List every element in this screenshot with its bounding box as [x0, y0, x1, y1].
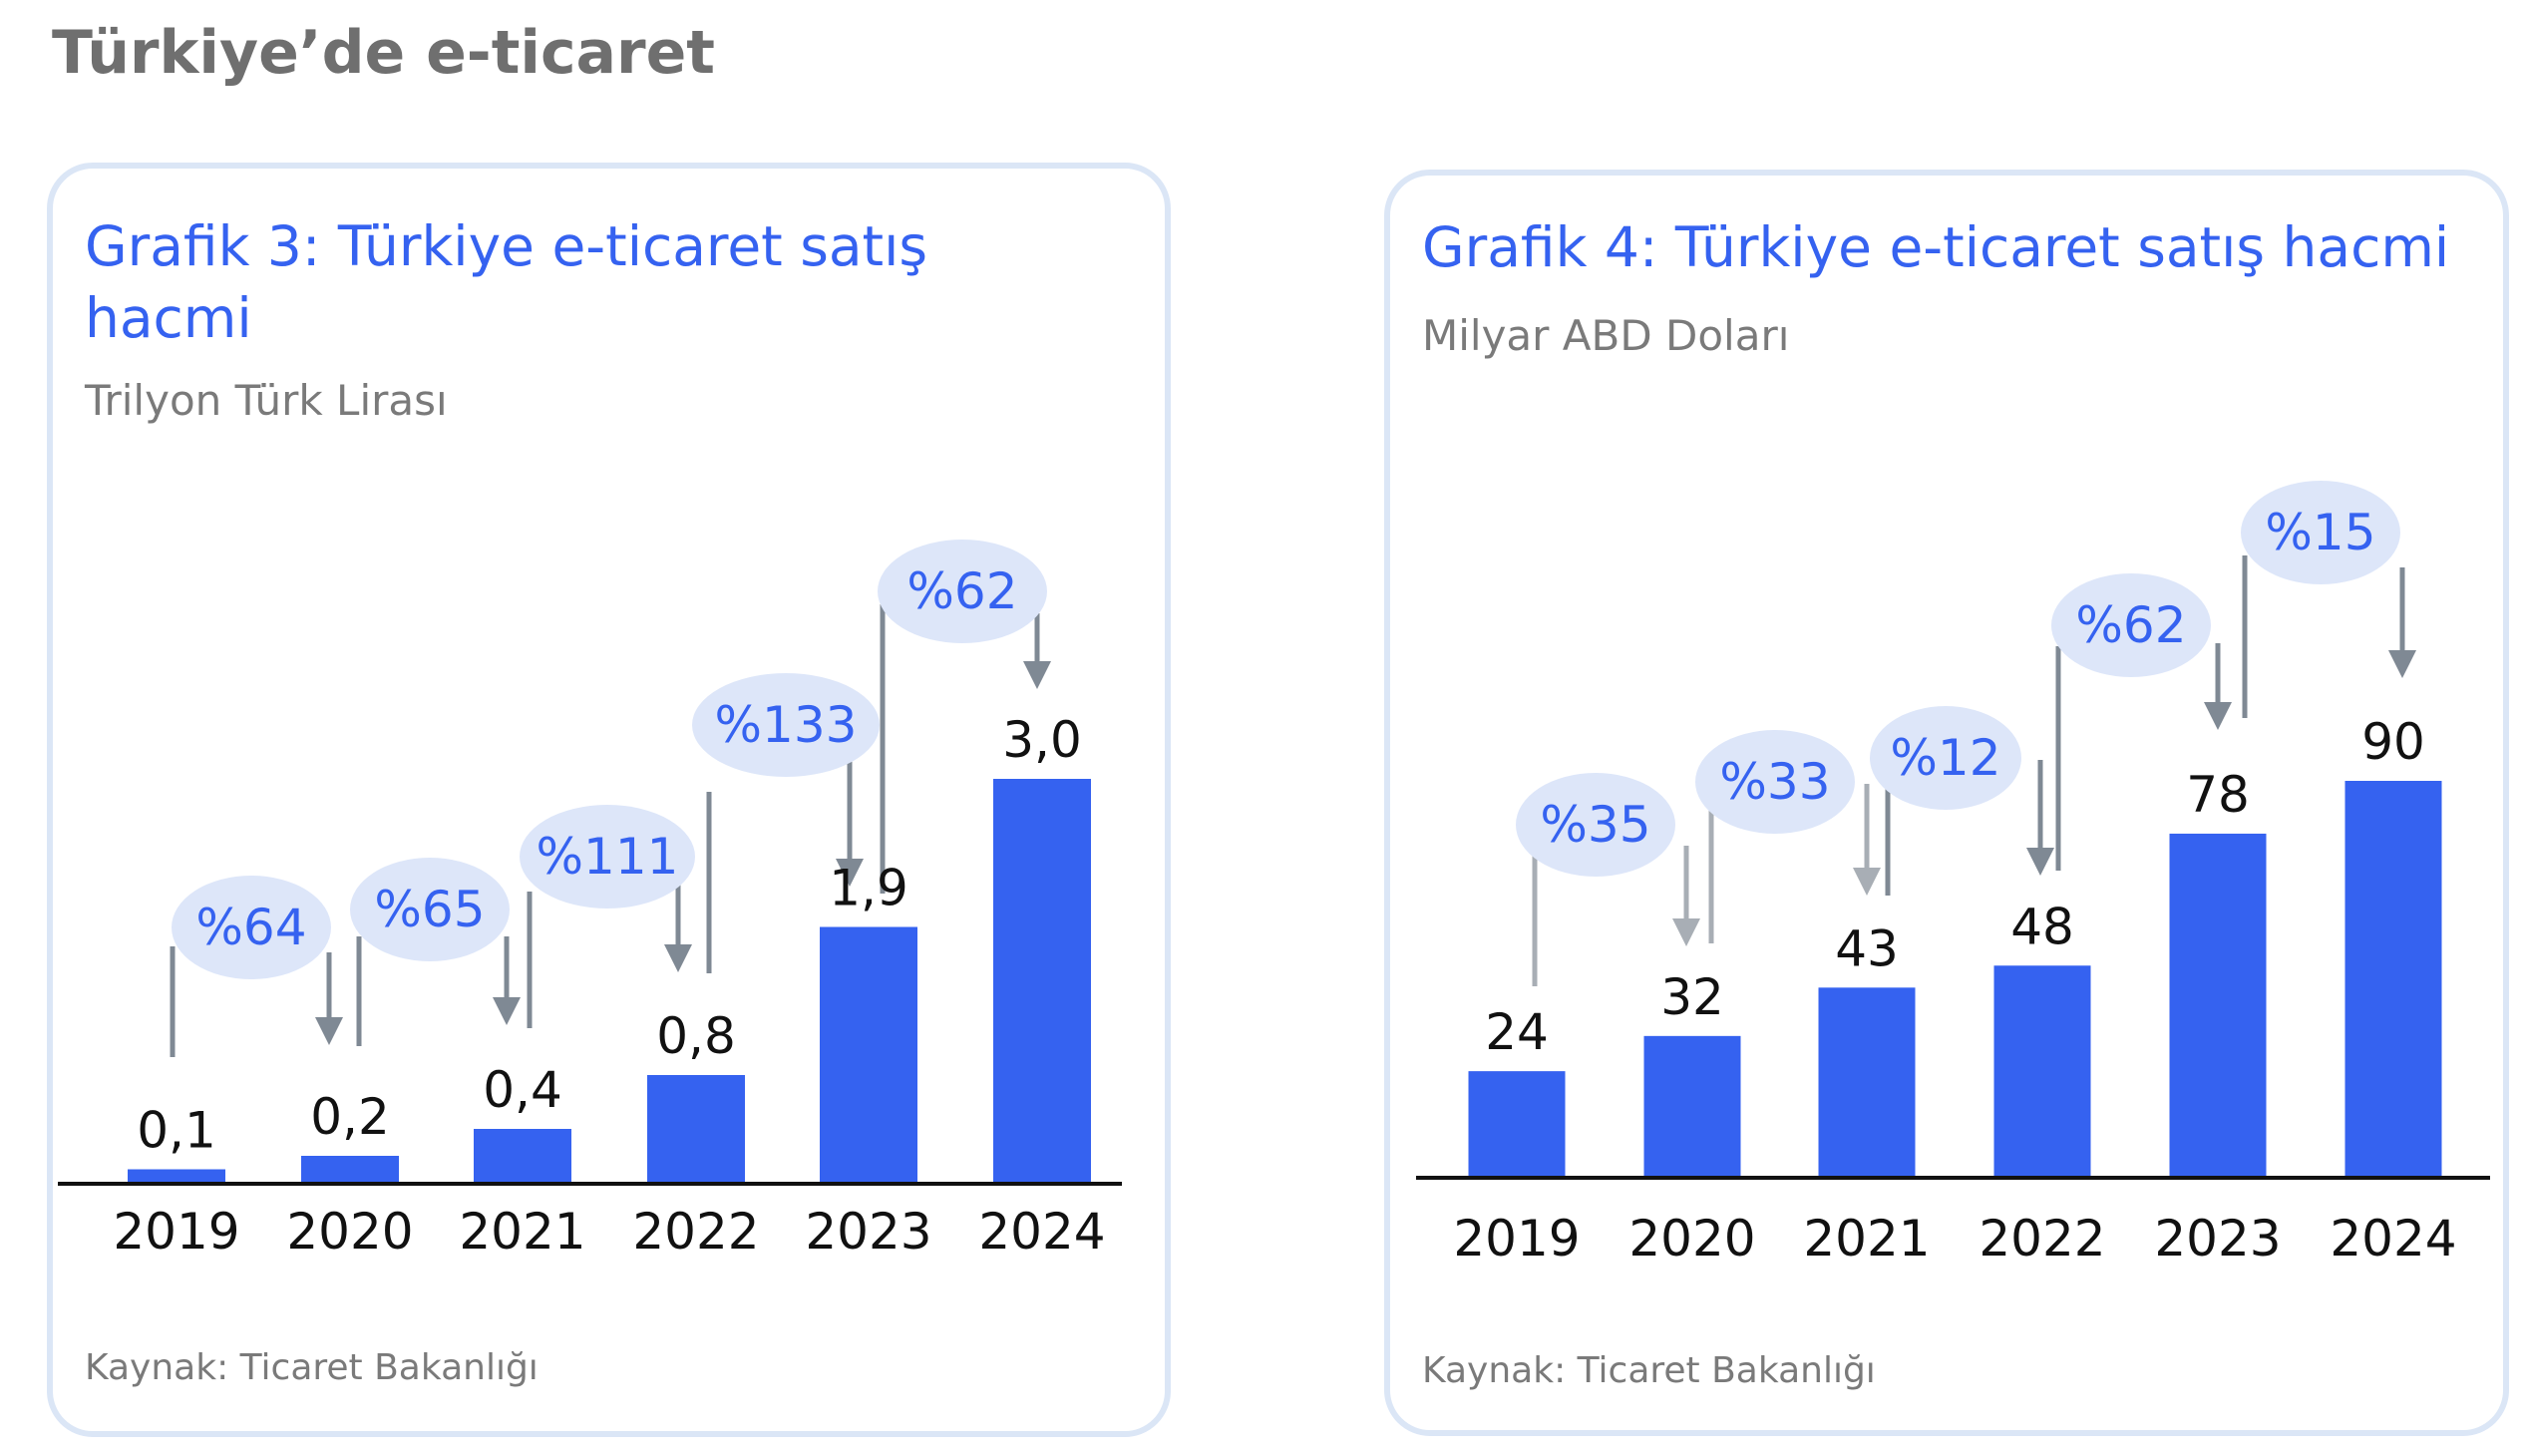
x-tick-label: 2024: [978, 1203, 1105, 1261]
bar: [1468, 1071, 1566, 1177]
x-tick-label: 2019: [1453, 1210, 1580, 1268]
chart-title: Grafik 3: Türkiye e-ticaret satış hacmi: [85, 214, 928, 350]
growth-arrow-head: [2026, 848, 2054, 876]
bar: [1643, 1035, 1741, 1177]
growth-label: %15: [2265, 504, 2375, 561]
x-tick-label: 2022: [1979, 1210, 2105, 1268]
growth-label: %64: [195, 899, 306, 956]
x-tick-label: 2021: [1803, 1210, 1930, 1268]
bar: [2344, 781, 2442, 1177]
growth-bubble: [1695, 730, 1855, 834]
growth-bubble: [2241, 481, 2400, 584]
growth-arrow-head: [836, 859, 864, 887]
bar-chart: 24 2019 32 2020 43 2021 48 2022 78 2023 90 2024 %35%…: [1416, 481, 2490, 1268]
growth-arrow-head: [1853, 868, 1881, 896]
growth-label: %62: [906, 562, 1017, 620]
chart-subtitle: Trilyon Türk Lirası: [85, 376, 448, 425]
growth-arrow-head: [664, 944, 692, 972]
bar-value-label: 90: [2361, 713, 2425, 771]
bar-value-label: 0,1: [137, 1102, 216, 1160]
growth-arrow-head: [315, 1017, 343, 1045]
chart-panel-right: Grafik 4: Türkiye e-ticaret satış hacmi …: [1384, 170, 2509, 1436]
chart-panel-left: Grafik 3: Türkiye e-ticaret satış hacmi …: [47, 163, 1171, 1437]
bar: [474, 1129, 571, 1183]
chart-subtitle: Milyar ABD Doları: [1422, 311, 1790, 360]
growth-arrow-head: [2388, 650, 2416, 678]
source-note: Kaynak: Ticaret Bakanlığı: [85, 1347, 539, 1388]
growth-label: %133: [715, 696, 858, 754]
growth-bubble: [350, 858, 510, 961]
growth-bubble: [1516, 773, 1675, 877]
growth-label: %65: [374, 881, 485, 938]
bar: [647, 1075, 745, 1183]
bar: [993, 779, 1091, 1183]
growth-arrow-head: [1023, 661, 1051, 689]
growth-bubble: [172, 876, 331, 979]
x-tick-label: 2023: [2154, 1210, 2281, 1268]
growth-label: %12: [1890, 729, 2000, 787]
growth-label: %111: [537, 828, 679, 886]
source-note: Kaynak: Ticaret Bakanlığı: [1422, 1350, 1876, 1391]
bar-value-label: 43: [1835, 919, 1899, 977]
growth-bubble: [520, 805, 695, 909]
growth-arrow-head: [1672, 918, 1700, 946]
growth-arrow-head: [493, 997, 521, 1025]
bar-value-label: 24: [1485, 1003, 1549, 1061]
bar-value-label: 1,9: [829, 860, 908, 917]
growth-bubble: [1870, 706, 2021, 810]
bar: [2169, 833, 2267, 1177]
bar-chart: 0,1 2019 0,2 2020 0,4 2021 0,8 2022 1,9 2023 3,0 20…: [58, 540, 1122, 1261]
bar-value-label: 0,4: [483, 1061, 562, 1119]
x-tick-label: 2021: [459, 1203, 585, 1261]
bar: [128, 1169, 225, 1183]
bar: [820, 926, 917, 1183]
bar-value-label: 48: [2010, 898, 2074, 955]
bar: [1818, 987, 1916, 1177]
growth-bubble: [692, 673, 880, 777]
bar: [1993, 965, 2091, 1177]
bar: [301, 1156, 399, 1183]
x-tick-label: 2022: [632, 1203, 759, 1261]
growth-label: %33: [1719, 753, 1830, 811]
bar-value-label: 32: [1660, 968, 1724, 1026]
page-title: Türkiye’de e-ticaret: [52, 18, 715, 88]
chart-title: Grafik 4: Türkiye e-ticaret satış hacmi: [1422, 215, 2450, 279]
x-tick-label: 2023: [805, 1203, 931, 1261]
bar-value-label: 0,2: [310, 1088, 390, 1146]
growth-label: %35: [1540, 796, 1650, 854]
x-tick-label: 2024: [2330, 1210, 2456, 1268]
bar-value-label: 0,8: [656, 1007, 736, 1065]
growth-bubble: [2051, 573, 2211, 677]
bar-value-label: 3,0: [1002, 711, 1082, 769]
x-tick-label: 2020: [1628, 1210, 1755, 1268]
x-tick-label: 2020: [286, 1203, 413, 1261]
bar-value-label: 78: [2186, 766, 2250, 824]
growth-label: %62: [2075, 596, 2186, 654]
x-tick-label: 2019: [113, 1203, 239, 1261]
growth-arrow-head: [2204, 702, 2232, 730]
growth-bubble: [878, 540, 1047, 643]
